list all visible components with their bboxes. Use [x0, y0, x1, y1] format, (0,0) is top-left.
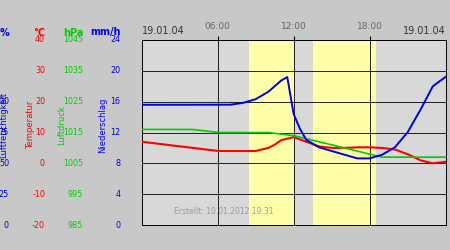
Text: 24: 24: [111, 36, 121, 44]
Text: 20: 20: [35, 97, 45, 106]
Text: -20: -20: [32, 220, 45, 230]
Text: 1005: 1005: [63, 159, 83, 168]
Text: 25: 25: [0, 190, 9, 199]
Text: hPa: hPa: [63, 28, 83, 38]
Text: Luftfeuchtigkeit: Luftfeuchtigkeit: [0, 92, 8, 158]
Text: Luftdruck: Luftdruck: [58, 105, 67, 145]
Text: 985: 985: [68, 220, 83, 230]
Bar: [313, 40, 376, 225]
Text: 1015: 1015: [63, 128, 83, 137]
Text: 1035: 1035: [63, 66, 83, 75]
Text: 1045: 1045: [63, 36, 83, 44]
Text: Temperatur: Temperatur: [26, 101, 35, 149]
Text: 30: 30: [35, 66, 45, 75]
Text: Erstellt: 10.01.2012 19:31: Erstellt: 10.01.2012 19:31: [174, 207, 274, 216]
Text: 10: 10: [35, 128, 45, 137]
Text: 0: 0: [4, 220, 9, 230]
Bar: [249, 40, 293, 225]
Text: 4: 4: [116, 190, 121, 199]
Text: 50: 50: [0, 159, 9, 168]
Text: 40: 40: [35, 36, 45, 44]
Text: 1025: 1025: [63, 97, 83, 106]
Text: 0: 0: [116, 220, 121, 230]
Text: mm/h: mm/h: [90, 28, 121, 38]
Text: 0: 0: [40, 159, 45, 168]
Text: 75: 75: [0, 128, 9, 137]
Text: 19.01.04: 19.01.04: [403, 26, 446, 36]
Text: 19.01.04: 19.01.04: [142, 26, 184, 36]
Text: 20: 20: [111, 66, 121, 75]
Text: 8: 8: [116, 159, 121, 168]
Text: 12: 12: [111, 128, 121, 137]
Text: °C: °C: [33, 28, 45, 38]
Text: 16: 16: [111, 97, 121, 106]
Text: -10: -10: [32, 190, 45, 199]
Text: Niederschlag: Niederschlag: [98, 97, 107, 153]
Text: 995: 995: [68, 190, 83, 199]
Text: %: %: [0, 28, 9, 38]
Text: 100: 100: [0, 97, 9, 106]
